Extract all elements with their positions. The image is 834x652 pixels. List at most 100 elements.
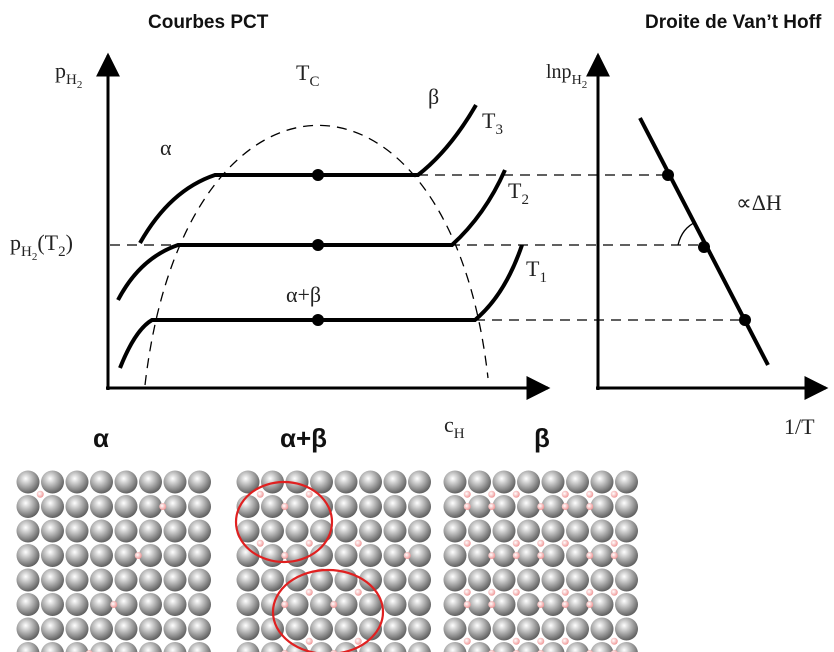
atom [90, 495, 113, 518]
atom [590, 642, 614, 652]
hydrogen [488, 503, 496, 510]
atom [188, 495, 211, 518]
atom [90, 568, 113, 592]
atom [383, 642, 407, 652]
atom [261, 495, 284, 518]
atom [468, 495, 491, 518]
hydrogen [305, 588, 313, 596]
y-label: pH2 [55, 58, 82, 91]
atom [90, 593, 113, 616]
atom [566, 470, 589, 494]
phase-label: α+β [280, 423, 327, 453]
hydrogen [561, 503, 569, 510]
atom [383, 544, 407, 567]
atom [65, 495, 89, 518]
atom [541, 470, 565, 494]
lattice [236, 470, 431, 652]
lattice [16, 470, 211, 652]
atom [236, 617, 260, 641]
atom [492, 568, 516, 592]
atom [188, 470, 211, 494]
hydrogen [586, 503, 594, 510]
hydrogen [159, 503, 167, 510]
atom [334, 642, 358, 652]
atom [408, 593, 431, 616]
atom [383, 617, 407, 641]
atom [359, 470, 382, 494]
atom [114, 495, 138, 518]
atom [41, 642, 64, 652]
atom [408, 642, 431, 652]
atom [163, 544, 187, 567]
hydrogen [586, 490, 594, 498]
atom [114, 642, 138, 652]
atom [114, 593, 138, 616]
atom [408, 544, 431, 567]
hydrogen [561, 637, 569, 645]
atom [359, 568, 382, 592]
atom [517, 495, 540, 518]
atom [334, 470, 358, 494]
hydrogen [488, 552, 496, 559]
atom [383, 495, 407, 518]
y-label-part: H [66, 72, 77, 88]
atom [188, 568, 211, 592]
atom [65, 519, 89, 543]
atom [261, 642, 284, 652]
hydrogen [586, 601, 594, 608]
slope-arc [677, 221, 697, 246]
pct-axes [96, 52, 829, 400]
hydrogen [36, 490, 44, 498]
atom [359, 544, 382, 567]
atom [114, 617, 138, 641]
atom [285, 519, 309, 543]
hydrogen [305, 637, 313, 645]
title-right: Droite de Van’t Hoff [645, 12, 822, 33]
atom [359, 495, 382, 518]
isotherm-label-part: 1 [539, 270, 547, 286]
atom [408, 568, 431, 592]
hydrogen [305, 539, 313, 547]
atom [468, 642, 491, 652]
atom [541, 568, 565, 592]
atom [590, 568, 614, 592]
atom [590, 519, 614, 543]
atom [163, 617, 187, 641]
vh-x-label: 1/T [784, 414, 815, 439]
atom [139, 544, 162, 567]
lattice [443, 470, 638, 652]
dashed-lines [110, 124, 745, 386]
hydrogen [256, 490, 264, 498]
atom [615, 617, 638, 641]
atom [443, 495, 467, 518]
isotherms [116, 103, 770, 369]
isotherm-label: T3 [482, 108, 503, 138]
atom [408, 519, 431, 543]
atom [236, 519, 260, 543]
atom [334, 495, 358, 518]
atom [408, 495, 431, 518]
atom [408, 470, 431, 494]
atom [615, 470, 638, 494]
hydrogen [512, 490, 520, 498]
atom [310, 568, 333, 592]
atom [615, 495, 638, 518]
atom [443, 593, 467, 616]
atom [310, 617, 333, 641]
atom [285, 470, 309, 494]
atom [65, 544, 89, 567]
atom [285, 544, 309, 567]
atom [468, 568, 491, 592]
atom [41, 544, 64, 567]
hydrogen [281, 601, 289, 608]
atom [236, 593, 260, 616]
atom [236, 568, 260, 592]
hydrogen [610, 490, 618, 498]
atom [468, 544, 491, 567]
hydrogen [610, 637, 618, 645]
atom [541, 495, 565, 518]
atom [163, 568, 187, 592]
atom [566, 568, 589, 592]
hydrogen [512, 552, 520, 559]
atom [261, 544, 284, 567]
